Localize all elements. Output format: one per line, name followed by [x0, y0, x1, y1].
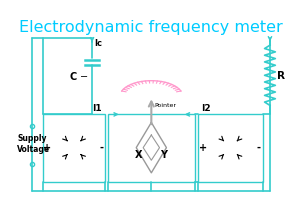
- Text: C: C: [70, 72, 77, 82]
- Text: I2: I2: [201, 104, 211, 113]
- Text: X: X: [135, 150, 142, 160]
- Bar: [42, 114, 105, 182]
- Text: Ic: Ic: [95, 39, 103, 48]
- Text: I1: I1: [93, 104, 102, 113]
- Text: Pointer: Pointer: [154, 103, 176, 108]
- Text: +: +: [43, 143, 51, 153]
- Text: -: -: [256, 143, 260, 153]
- Bar: [108, 114, 195, 182]
- Text: Electrodynamic frequency meter: Electrodynamic frequency meter: [19, 20, 282, 35]
- Bar: [198, 114, 263, 182]
- Text: -: -: [99, 143, 103, 153]
- Text: +: +: [198, 143, 206, 153]
- Text: Y: Y: [160, 150, 167, 160]
- Text: Supply
Voltage: Supply Voltage: [17, 134, 51, 154]
- Text: R: R: [277, 71, 285, 81]
- Text: −: −: [80, 72, 88, 82]
